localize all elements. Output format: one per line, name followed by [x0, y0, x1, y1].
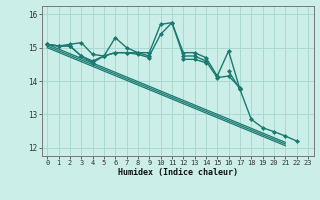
X-axis label: Humidex (Indice chaleur): Humidex (Indice chaleur) [118, 168, 237, 177]
